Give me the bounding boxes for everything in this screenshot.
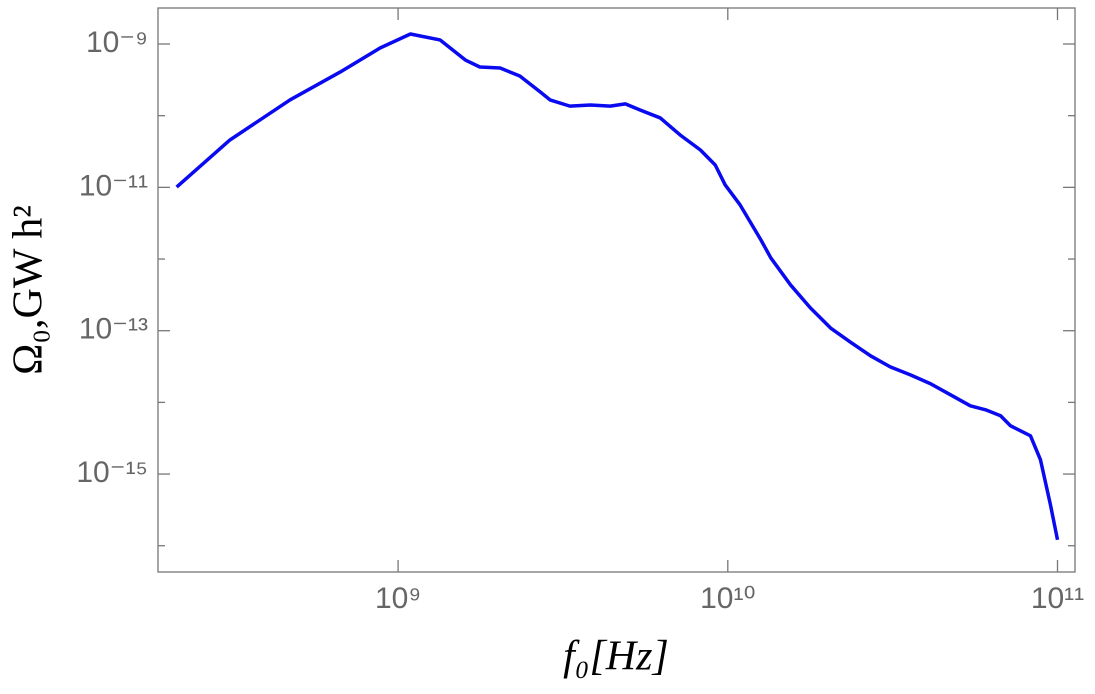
plot-frame bbox=[157, 7, 1076, 573]
data-line bbox=[175, 32, 1060, 541]
y-tick-label: 10⁻¹⁵ bbox=[76, 456, 148, 489]
y-tick-label: 10⁻¹¹ bbox=[79, 169, 148, 202]
y-tick-label: 10⁻⁹ bbox=[86, 26, 148, 59]
x-tick-label: 10¹⁰ bbox=[700, 582, 755, 615]
x-tick-label: 10⁹ bbox=[375, 582, 421, 615]
y-tick-label: 10⁻¹³ bbox=[79, 313, 148, 346]
x-axis-label: f₀[Hz] bbox=[563, 634, 669, 680]
x-tick-label: 10¹¹ bbox=[1031, 582, 1084, 615]
y-axis-label: Ω₀,GW h² bbox=[6, 205, 52, 375]
